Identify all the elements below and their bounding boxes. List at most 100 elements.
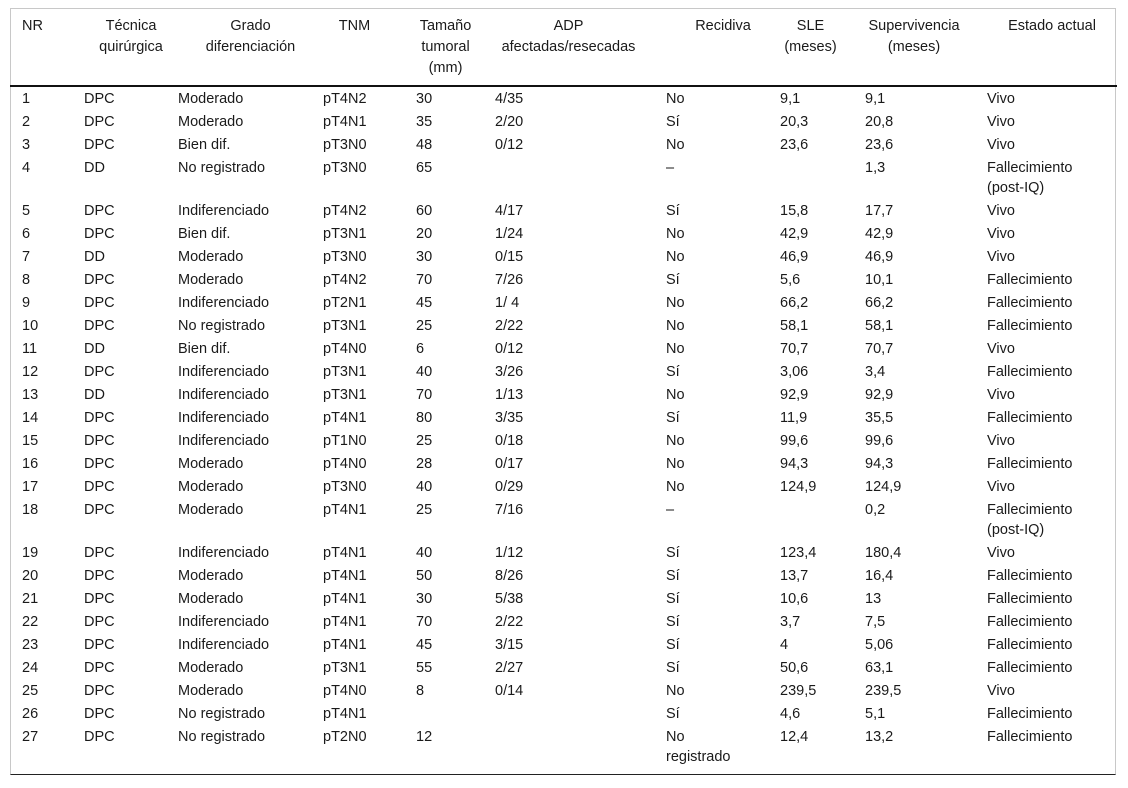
table-cell: pT4N1 — [323, 568, 367, 584]
table-cell: 2/20 — [495, 114, 524, 130]
table-cell: 16,4 — [865, 568, 894, 584]
table-cell: 21 — [22, 591, 39, 607]
table-cell: 35,5 — [865, 410, 894, 426]
table-cell: No registrado — [178, 318, 266, 334]
table-cell: 20,3 — [780, 114, 809, 130]
table-row: 6 DPC Bien dif. pT3N1 20 1/24 No 42,9 42,9 Vivo — [10, 222, 1117, 245]
table-cell: Fallecimiento — [987, 456, 1073, 472]
table-cell: pT4N0 — [323, 456, 367, 472]
empty-cell — [495, 725, 666, 768]
table-row: 24 DPC Moderado pT3N1 55 2/27 Sí 50,6 63,1 Fallec… — [10, 656, 1117, 679]
table-cell: 2 — [22, 114, 31, 130]
table-row: 21 DPC Moderado pT4N1 30 5/38 Sí 10,6 13 Fallecim… — [10, 587, 1117, 610]
table-cell: Indiferenciado — [178, 410, 270, 426]
table-cell: 11 — [22, 341, 38, 357]
table-row: 9 DPC Indiferenciado pT2N1 45 1/ 4 No 66,2 66,2 F… — [10, 291, 1117, 314]
table-cell: 66,2 — [865, 295, 894, 311]
column-header: NR — [10, 8, 84, 87]
table-cell: pT2N1 — [323, 295, 367, 311]
table-cell: Vivo — [987, 137, 1015, 153]
table-cell: pT3N0 — [323, 137, 367, 153]
table-cell: 40 — [416, 364, 433, 380]
table-cell: 19 — [22, 545, 39, 561]
table-cell: 70 — [416, 272, 433, 288]
table-cell: DPC — [84, 295, 115, 311]
table-cell: pT3N1 — [323, 364, 367, 380]
table-cell: DPC — [84, 114, 115, 130]
table-cell: No — [666, 91, 685, 107]
table-cell: 0/12 — [495, 137, 524, 153]
table-cell: DPC — [84, 568, 115, 584]
table-cell: pT4N1 — [323, 502, 367, 518]
table-cell: 17,7 — [865, 203, 894, 219]
table-cell: pT3N1 — [323, 387, 367, 403]
table-cell: Moderado — [178, 660, 244, 676]
table-cell: Fallecimiento (post-IQ) — [987, 160, 1073, 196]
table-cell: 0/17 — [495, 456, 524, 472]
table-cell: Bien dif. — [178, 226, 231, 242]
table-cell: 99,6 — [865, 433, 894, 449]
table-cell: Moderado — [178, 91, 244, 107]
table-cell: Vivo — [987, 226, 1015, 242]
table-row: 14 DPC Indiferenciado pT4N1 80 3/35 Sí 11,9 35,5… — [10, 406, 1117, 429]
table-cell: pT4N2 — [323, 91, 367, 107]
table-cell: 30 — [416, 591, 433, 607]
table-cell: pT4N1 — [323, 591, 367, 607]
table-cell: Sí — [666, 203, 680, 219]
table-cell: 50 — [416, 568, 433, 584]
table-cell: No — [666, 341, 685, 357]
table-cell: 30 — [416, 91, 433, 107]
table-cell: 1/12 — [495, 545, 524, 561]
table-cell: Fallecimiento — [987, 568, 1073, 584]
table-cell: No — [666, 137, 685, 153]
table-row: 17 DPC Moderado pT3N0 40 0/29 No 124,9 124,9 Vivo — [10, 475, 1117, 498]
table-cell: 123,4 — [780, 545, 817, 561]
table-cell: DPC — [84, 433, 115, 449]
table-cell: 35 — [416, 114, 433, 130]
table-cell: Sí — [666, 272, 680, 288]
table-cell: 1/13 — [495, 387, 524, 403]
table-cell: No registrado — [178, 729, 266, 745]
table-cell: 7/26 — [495, 272, 524, 288]
table-cell: 5,1 — [865, 706, 886, 722]
table-cell: 239,5 — [780, 683, 817, 699]
table-row: 4 DD No registrado pT3N0 65 – 1,3 Fallecimiento… — [10, 156, 1117, 199]
table-cell: Fallecimiento — [987, 295, 1073, 311]
table-cell: 17 — [22, 479, 39, 495]
table-cell: Sí — [666, 637, 680, 653]
table-cell: DPC — [84, 729, 115, 745]
table-cell: 3,06 — [780, 364, 809, 380]
table-cell: Sí — [666, 364, 680, 380]
table-cell: 1 — [22, 91, 31, 107]
table-cell: 45 — [416, 295, 433, 311]
table-row: 11 DD Bien dif. pT4N0 6 0/12 No 70,7 70,7 Vivo — [10, 337, 1117, 360]
table-row: 5 DPC Indiferenciado pT4N2 60 4/17 Sí 15,8 17,7 V… — [10, 199, 1117, 222]
table-cell: Indiferenciado — [178, 545, 270, 561]
table-cell: Vivo — [987, 433, 1015, 449]
data-table: NR Técnica quirúrgica Grado diferenciación… — [10, 8, 1117, 768]
table-cell: DPC — [84, 637, 115, 653]
table-cell: Fallecimiento (post-IQ) — [987, 502, 1073, 538]
table-cell: 48 — [416, 137, 433, 153]
table-cell: Vivo — [987, 91, 1015, 107]
table-cell: No — [666, 433, 685, 449]
table-cell: Sí — [666, 545, 680, 561]
table-cell: Fallecimiento — [987, 318, 1073, 334]
table-cell: pT2N0 — [323, 729, 367, 745]
table-cell: Sí — [666, 568, 680, 584]
table-cell: No — [666, 387, 685, 403]
table-cell: DPC — [84, 545, 115, 561]
table-cell: Fallecimiento — [987, 364, 1073, 380]
table-body: 1 DPC Moderado pT4N2 30 4/35 No 9,1 9,1 Vivo 2 DPC M… — [10, 86, 1117, 768]
table-cell: Sí — [666, 706, 680, 722]
table-cell: DPC — [84, 272, 115, 288]
table-cell: Vivo — [987, 683, 1015, 699]
table-row: 15 DPC Indiferenciado pT1N0 25 0/18 No 99,6 99,6… — [10, 429, 1117, 452]
column-header: Técnica quirúrgica — [84, 8, 178, 87]
table-cell: 15,8 — [780, 203, 809, 219]
table-cell: 92,9 — [865, 387, 894, 403]
table-cell: 0/15 — [495, 249, 524, 265]
table-row: 13 DD Indiferenciado pT3N1 70 1/13 No 92,9 92,9 V… — [10, 383, 1117, 406]
table-cell: DPC — [84, 502, 115, 518]
